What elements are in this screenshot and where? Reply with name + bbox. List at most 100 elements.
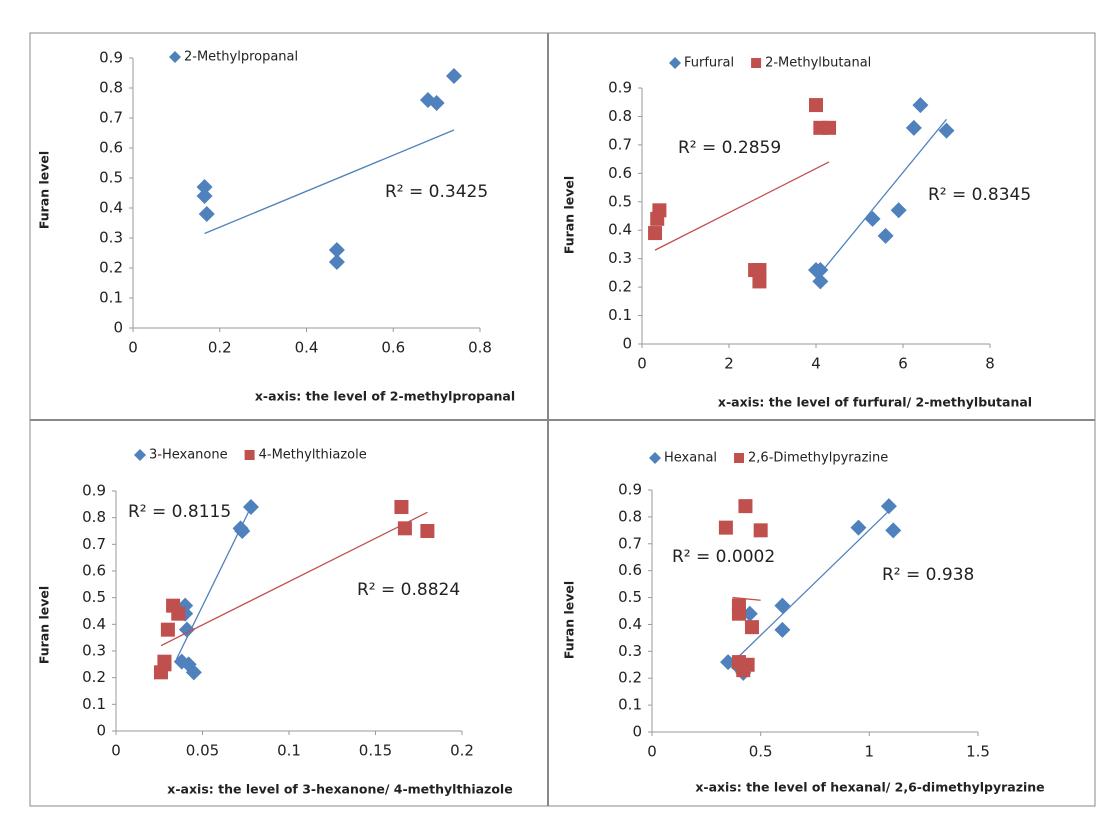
point	[744, 620, 759, 635]
y-tick-label: 0.9	[608, 79, 632, 97]
x-tick-label: 0	[647, 743, 657, 761]
y-tick-label: 0.7	[608, 135, 632, 153]
y-tick-label: 0.3	[99, 229, 123, 247]
y-tick-label: 0.3	[618, 642, 642, 660]
y-tick-label: 0.6	[608, 164, 632, 182]
x-tick-label: 2	[724, 355, 734, 373]
point	[445, 68, 462, 84]
point	[328, 254, 345, 270]
point	[890, 202, 907, 219]
y-tick-label: 0.5	[618, 588, 642, 606]
y-axis-title: Furan level	[562, 581, 577, 659]
x-tick-label: 0.8	[468, 339, 492, 357]
point	[198, 206, 215, 222]
y-tick-label: 0.7	[99, 109, 123, 127]
r2-label: R² = 0.8824	[357, 580, 460, 600]
x-tick-label: 8	[985, 355, 995, 373]
y-tick-label: 0.4	[99, 199, 123, 217]
point	[877, 227, 894, 244]
point	[196, 188, 213, 204]
x-tick-label: 0.6	[381, 339, 405, 357]
x-tick-label: 0.1	[277, 742, 301, 760]
y-tick-label: 0.9	[618, 481, 642, 499]
x-axis-title: x-axis: the level of hexanal/ 2,6-dimeth…	[695, 780, 1044, 795]
x-axis-title: x-axis: the level of furfural/ 2-methylb…	[718, 395, 1032, 410]
y-tick-label: 0.5	[82, 588, 106, 606]
x-tick-label: 4	[811, 355, 821, 373]
legend-label: Furfural	[684, 56, 734, 71]
legend-marker	[169, 51, 181, 63]
point	[160, 622, 175, 637]
legend-label: 2-Methylbutanal	[765, 56, 871, 71]
r2-label: R² = 0.8115	[128, 502, 231, 522]
point	[736, 663, 751, 678]
point	[718, 520, 733, 535]
y-tick-label: 0	[632, 723, 642, 741]
trendline	[160, 511, 428, 647]
point	[171, 606, 186, 621]
y-tick-label: 0.1	[608, 306, 632, 324]
x-tick-label: 0.05	[186, 742, 219, 760]
trendline	[732, 596, 761, 601]
legend-marker	[649, 452, 661, 464]
y-tick-label: 0.5	[99, 169, 123, 187]
y-tick-label: 0	[622, 335, 632, 353]
legend-label: 4-Methylthiazole	[259, 448, 367, 463]
point	[428, 95, 445, 111]
point	[938, 122, 955, 139]
r2-label: R² = 0.3425	[385, 182, 488, 202]
x-tick-label: 1.5	[966, 743, 990, 761]
trendline	[654, 161, 830, 251]
trendline	[729, 508, 892, 666]
y-tick-label: 0.1	[82, 695, 106, 713]
legend-label: Hexanal	[664, 451, 717, 466]
y-tick-label: 0.2	[99, 259, 123, 277]
point	[648, 226, 663, 241]
point	[420, 524, 435, 538]
r2-label: R² = 0.8345	[928, 185, 1031, 205]
point	[752, 274, 767, 289]
y-tick-label: 0.6	[82, 562, 106, 580]
x-tick-label: 0	[128, 339, 138, 357]
y-tick-label: 0	[96, 722, 106, 740]
point	[880, 498, 897, 515]
point	[774, 597, 791, 614]
r2-label: R² = 0.938	[882, 565, 974, 585]
y-tick-label: 0.2	[82, 668, 106, 686]
point	[822, 120, 837, 135]
x-tick-label: 1	[865, 743, 875, 761]
legend-marker	[734, 453, 745, 463]
y-tick-label: 0.4	[608, 221, 632, 239]
x-tick-label: 0.2	[208, 339, 232, 357]
x-tick-label: 0.5	[749, 743, 773, 761]
y-tick-label: 0.8	[618, 507, 642, 525]
point	[864, 210, 881, 227]
y-tick-label: 0.8	[82, 508, 106, 526]
point	[812, 262, 829, 279]
y-tick-label: 0.9	[99, 49, 123, 67]
point	[912, 97, 929, 114]
legend-marker	[669, 57, 681, 69]
point	[753, 523, 768, 538]
legend-marker	[244, 450, 255, 460]
legend-marker	[751, 58, 762, 68]
y-tick-label: 0.8	[608, 107, 632, 125]
point	[234, 523, 251, 539]
legend-label: 2,6-Dimethylpyrazine	[748, 451, 888, 466]
point	[752, 263, 767, 278]
point	[905, 119, 922, 136]
y-tick-label: 0.1	[618, 696, 642, 714]
x-tick-label: 0	[111, 742, 121, 760]
point	[738, 499, 753, 514]
y-tick-label: 0.7	[618, 534, 642, 552]
y-tick-label: 0.3	[608, 249, 632, 267]
point	[153, 665, 168, 680]
trendline	[204, 129, 455, 235]
point	[178, 621, 195, 638]
y-tick-label: 0.4	[82, 615, 106, 633]
x-tick-label: 0.2	[450, 742, 474, 760]
point	[850, 519, 867, 536]
legend-label: 2-Methylpropanal	[184, 50, 298, 65]
y-tick-label: 0.2	[608, 278, 632, 296]
